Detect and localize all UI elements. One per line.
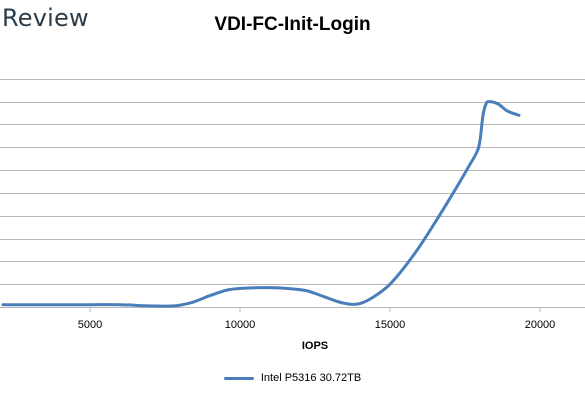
x-tick-label-20000: 20000 [525,319,556,331]
x-tick-label-10000: 10000 [225,319,256,331]
x-tick-label-15000: 15000 [375,319,406,331]
brand-logo: Review [2,4,89,32]
x-axis: 5000 10000 15000 20000 [78,307,556,331]
legend-label: Intel P5316 30.72TB [260,372,362,384]
x-axis-label: IOPS [302,340,328,352]
chart-title: VDI-FC-Init-Login [214,14,371,35]
y-gridlines [0,79,585,308]
legend: Intel P5316 30.72TB [0,372,585,384]
x-tick-label-5000: 5000 [78,319,102,331]
legend-swatch [223,376,254,380]
series-group [1,100,521,308]
series-line-0 [1,100,521,308]
